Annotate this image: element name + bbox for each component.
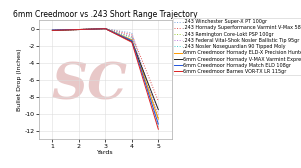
6mm Creedmoor Barnes VOR-TX LR 115gr — [157, 128, 160, 130]
Line: .243 Nosler Noseguardian 90 Tipped Moly: .243 Nosler Noseguardian 90 Tipped Moly — [52, 29, 158, 127]
.243 Federal Vital-Shok Nosler Ballistic Tip 95gr — [130, 35, 134, 37]
.243 Remington Core-Lokt PSP 100gr — [130, 36, 134, 38]
6mm Creedmoor Hornady Match ELD 108gr — [130, 40, 134, 42]
6mm Creedmoor Hornady ELD-X Precision Hunter 103gr — [77, 29, 81, 31]
.243 Remington Core-Lokt PSP 100gr — [51, 29, 54, 31]
.243 Federal Vital-Shok Nosler Ballistic Tip 95gr — [157, 114, 160, 116]
.243 Federal Vital-Shok Nosler Ballistic Tip 95gr — [77, 29, 81, 31]
.243 Nosler Noseguardian 90 Tipped Moly — [130, 37, 134, 39]
.243 Hornady Superformance Varmint V-Max 58gr — [77, 29, 81, 31]
.243 Winchester Super-X PT 100gr — [130, 32, 134, 34]
Line: 6mm Creedmoor Hornady V-MAX Varmint Express 87gr: 6mm Creedmoor Hornady V-MAX Varmint Expr… — [52, 29, 158, 110]
Title: 6mm Creedmoor vs .243 Short Range Trajectory: 6mm Creedmoor vs .243 Short Range Trajec… — [13, 10, 198, 19]
6mm Creedmoor Barnes VOR-TX LR 115gr — [130, 41, 134, 43]
.243 Federal Vital-Shok Nosler Ballistic Tip 95gr — [51, 29, 54, 31]
X-axis label: Yards: Yards — [97, 150, 114, 155]
6mm Creedmoor Hornady ELD-X Precision Hunter 103gr — [104, 28, 107, 30]
.243 Hornady Superformance Varmint V-Max 58gr — [51, 29, 54, 31]
6mm Creedmoor Hornady Match ELD 108gr — [51, 29, 54, 31]
6mm Creedmoor Hornady Match ELD 108gr — [104, 28, 107, 30]
.243 Hornady Superformance Varmint V-Max 58gr — [104, 28, 107, 30]
Text: SC: SC — [51, 61, 127, 110]
Line: .243 Remington Core-Lokt PSP 100gr: .243 Remington Core-Lokt PSP 100gr — [52, 29, 158, 118]
.243 Winchester Super-X PT 100gr — [157, 120, 160, 122]
.243 Nosler Noseguardian 90 Tipped Moly — [104, 28, 107, 30]
6mm Creedmoor Barnes VOR-TX LR 115gr — [104, 28, 107, 30]
.243 Nosler Noseguardian 90 Tipped Moly — [77, 29, 81, 31]
6mm Creedmoor Hornady V-MAX Varmint Express 87gr — [157, 109, 160, 111]
.243 Remington Core-Lokt PSP 100gr — [77, 29, 81, 31]
6mm Creedmoor Hornady V-MAX Varmint Express 87gr — [77, 29, 81, 31]
6mm Creedmoor Hornady ELD-X Precision Hunter 103gr — [51, 29, 54, 31]
6mm Creedmoor Barnes VOR-TX LR 115gr — [77, 29, 81, 31]
.243 Federal Vital-Shok Nosler Ballistic Tip 95gr — [104, 28, 107, 30]
.243 Hornady Superformance Varmint V-Max 58gr — [157, 100, 160, 102]
Legend: .243 Winchester Super-X PT 100gr, .243 Hornady Superformance Varmint V-Max 58gr,: .243 Winchester Super-X PT 100gr, .243 H… — [173, 18, 301, 75]
Line: .243 Hornady Superformance Varmint V-Max 58gr: .243 Hornady Superformance Varmint V-Max… — [52, 29, 158, 101]
6mm Creedmoor Hornady Match ELD 108gr — [77, 29, 81, 31]
6mm Creedmoor Hornady ELD-X Precision Hunter 103gr — [157, 118, 160, 120]
6mm Creedmoor Hornady V-MAX Varmint Express 87gr — [130, 40, 134, 43]
6mm Creedmoor Hornady V-MAX Varmint Express 87gr — [51, 29, 54, 31]
.243 Winchester Super-X PT 100gr — [104, 28, 107, 30]
Line: .243 Federal Vital-Shok Nosler Ballistic Tip 95gr: .243 Federal Vital-Shok Nosler Ballistic… — [52, 29, 158, 115]
6mm Creedmoor Hornady V-MAX Varmint Express 87gr — [104, 28, 107, 30]
6mm Creedmoor Hornady Match ELD 108gr — [157, 123, 160, 125]
.243 Winchester Super-X PT 100gr — [51, 29, 54, 31]
Line: 6mm Creedmoor Barnes VOR-TX LR 115gr: 6mm Creedmoor Barnes VOR-TX LR 115gr — [52, 29, 158, 129]
.243 Winchester Super-X PT 100gr — [77, 29, 81, 31]
Line: 6mm Creedmoor Hornady Match ELD 108gr: 6mm Creedmoor Hornady Match ELD 108gr — [52, 29, 158, 124]
.243 Remington Core-Lokt PSP 100gr — [104, 28, 107, 30]
.243 Remington Core-Lokt PSP 100gr — [157, 117, 160, 119]
.243 Nosler Noseguardian 90 Tipped Moly — [51, 29, 54, 31]
6mm Creedmoor Barnes VOR-TX LR 115gr — [51, 29, 54, 31]
6mm Creedmoor Hornady ELD-X Precision Hunter 103gr — [130, 39, 134, 41]
Line: .243 Winchester Super-X PT 100gr: .243 Winchester Super-X PT 100gr — [52, 29, 158, 121]
Line: 6mm Creedmoor Hornady ELD-X Precision Hunter 103gr: 6mm Creedmoor Hornady ELD-X Precision Hu… — [52, 29, 158, 119]
.243 Nosler Noseguardian 90 Tipped Moly — [157, 126, 160, 128]
Y-axis label: Bullet Drop (Inches): Bullet Drop (Inches) — [17, 49, 22, 111]
.243 Hornady Superformance Varmint V-Max 58gr — [130, 34, 134, 36]
